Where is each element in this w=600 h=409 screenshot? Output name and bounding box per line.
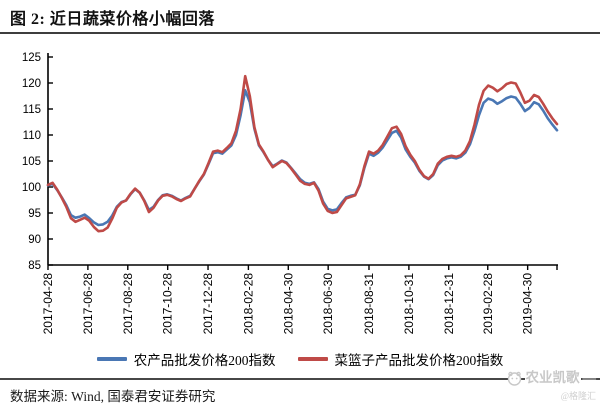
x-tick-label: 2017-04-28 [41,273,55,335]
chart-legend: 农产品批发价格200指数 菜篮子产品批发价格200指数 [0,349,600,369]
watermark-logo-icon [507,371,521,386]
y-tick-label: 90 [28,234,41,246]
y-tick-label: 120 [22,78,41,90]
x-tick-label: 2018-06-30 [321,273,335,335]
x-tick-label: 2019-04-30 [521,273,535,335]
y-tick-label: 105 [22,156,41,168]
x-tick-label: 2019-02-28 [481,273,495,335]
y-tick-label: 95 [28,208,41,220]
x-tick-label: 2017-10-28 [161,273,175,335]
legend-item-agri: 农产品批发价格200指数 [96,349,276,369]
watermark-name: 农业凯歌 [524,368,581,388]
x-tick-label: 2018-02-28 [241,273,255,335]
y-tick-label: 85 [28,260,41,272]
agri-series-label: 农产品批发价格200指数 [133,353,276,368]
watermark: 农业凯歌 — @格隆汇 [506,368,597,402]
data-source-note: 数据来源: Wind, 国泰君安证券研究 [10,389,216,404]
series-line-basket [46,74,559,233]
watermark-dash: — [582,370,597,385]
series-line-agri [46,89,559,227]
y-tick-label: 100 [22,182,41,194]
figure-title: 图 2: 近日蔬菜价格小幅回落 [10,11,215,28]
y-tick-label: 110 [23,130,41,142]
x-tick-label: 2018-04-30 [281,273,295,335]
y-tick-label: 125 [22,52,41,64]
watermark-row: 农业凯歌 — [506,368,597,388]
basket-series-label: 菜篮子产品批发价格200指数 [334,353,504,368]
x-tick-label: 2018-10-31 [402,273,416,335]
basket-series-swatch [297,357,328,361]
watermark-credit: @格隆汇 [560,391,596,401]
x-tick-label: 2017-06-28 [81,273,95,335]
x-tick-label: 2018-12-31 [442,273,456,335]
legend-item-basket: 菜篮子产品批发价格200指数 [297,349,504,369]
title-divider [0,32,600,34]
agri-series-swatch [96,357,127,361]
x-tick-label: 2017-12-28 [201,273,215,335]
footer-divider [0,378,600,380]
x-tick-label: 2017-08-28 [121,273,135,335]
y-tick-label: 115 [23,104,41,116]
x-tick-label: 2018-08-31 [362,273,376,335]
